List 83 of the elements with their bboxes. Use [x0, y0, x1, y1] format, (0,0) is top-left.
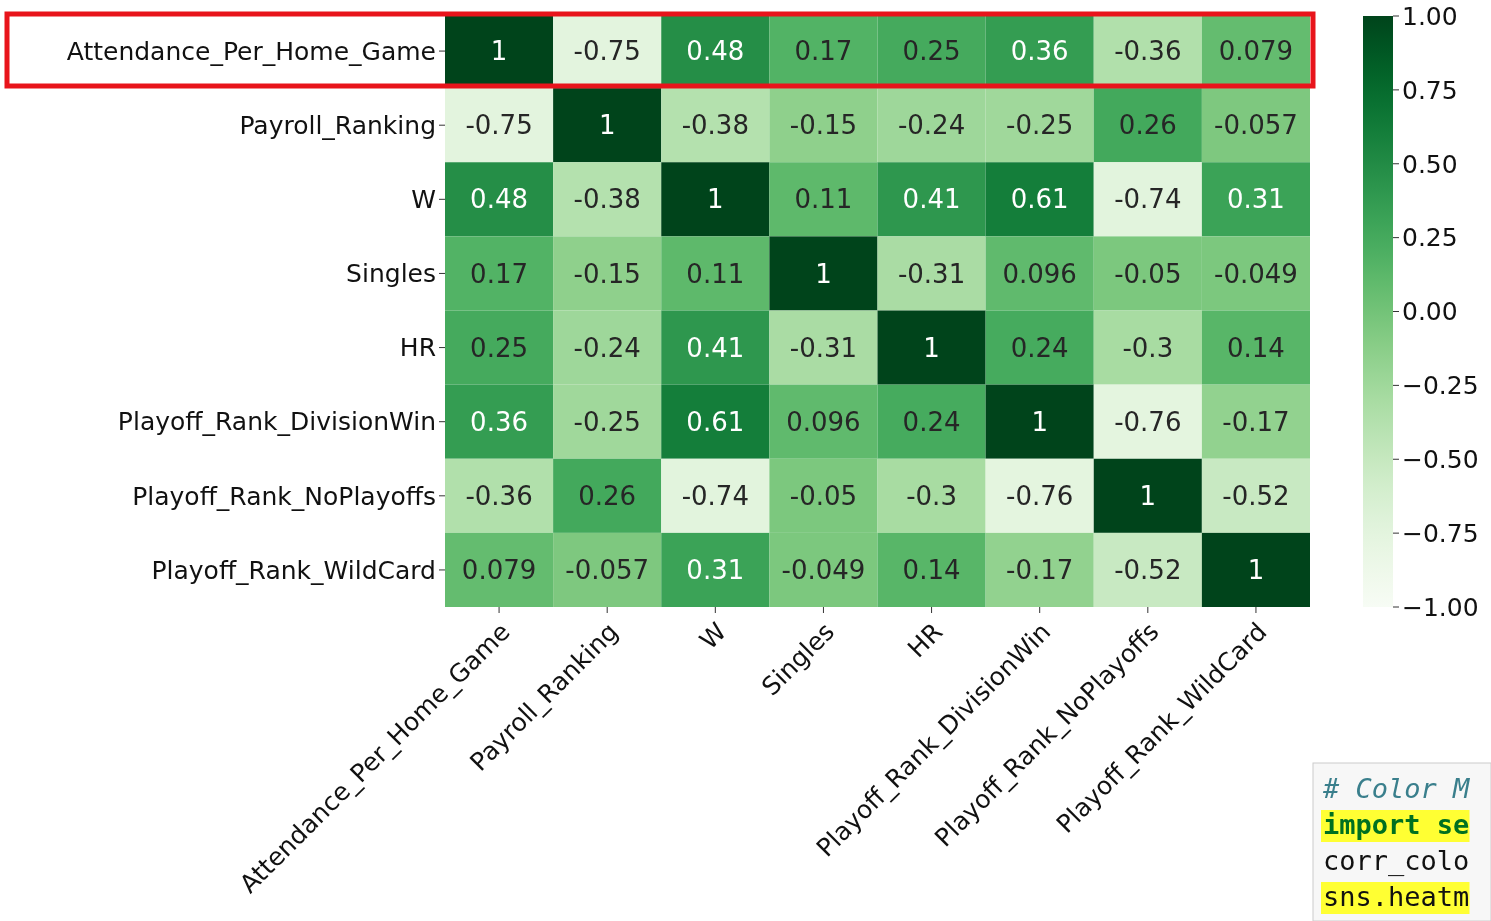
data-label: 0.36	[470, 406, 529, 437]
data-label: 0.096	[786, 406, 861, 437]
x-tick-label: W	[693, 617, 732, 656]
data-label: 0.41	[686, 332, 745, 363]
data-label: 0.11	[686, 258, 745, 289]
y-tick-label: W	[411, 185, 436, 215]
code-box: # Color M import se corr_colo sns.heatm	[1312, 762, 1491, 921]
data-label: -0.05	[1114, 258, 1182, 289]
data-label: 0.17	[794, 36, 853, 67]
data-label: -0.3	[1122, 332, 1174, 363]
data-label: 1	[598, 110, 616, 141]
data-label: -0.3	[906, 480, 957, 511]
color-bar-label: 1.00	[1402, 1, 1458, 31]
data-label: -0.74	[1114, 184, 1182, 215]
data-label: -0.36	[1114, 36, 1182, 67]
data-label: -0.74	[681, 480, 749, 511]
data-label: 0.25	[470, 332, 529, 363]
data-label: -0.52	[1114, 555, 1182, 586]
data-label: -0.25	[1006, 110, 1074, 141]
data-label: -0.24	[573, 332, 641, 363]
data-label: -0.25	[573, 406, 641, 437]
data-label: 0.096	[1002, 258, 1077, 289]
data-label: 1	[707, 184, 724, 215]
data-label: -0.38	[573, 184, 641, 215]
data-label: -0.36	[465, 480, 533, 511]
data-label: 0.61	[1010, 184, 1069, 215]
color-bar-label: −0.50	[1402, 445, 1479, 474]
data-label: 1	[1139, 480, 1157, 511]
y-tick-label: Singles	[346, 259, 436, 289]
data-label: 0.14	[902, 555, 961, 586]
y-tick-label: Playoff_Rank_WildCard	[151, 555, 436, 585]
data-label: 0.17	[470, 258, 529, 289]
data-label: -0.049	[781, 555, 866, 586]
data-label: 1	[490, 36, 508, 67]
data-label: -0.38	[681, 110, 749, 141]
data-label: 1	[815, 258, 832, 289]
data-label: -0.75	[465, 110, 533, 141]
y-tick-label: Attendance_Per_Home_Game	[66, 36, 436, 66]
data-label: 1	[923, 332, 940, 363]
color-bar-label: −0.75	[1402, 518, 1479, 548]
color-bar-label: −0.25	[1402, 371, 1479, 401]
data-label: -0.049	[1214, 258, 1298, 289]
data-label: 1	[1031, 406, 1048, 437]
data-label: 0.41	[902, 184, 961, 215]
data-label: 0.31	[686, 555, 745, 586]
data-label: 0.25	[902, 36, 961, 67]
y-tick-label: HR	[399, 333, 436, 363]
y-tick-label: Playoff_Rank_DivisionWin	[117, 407, 436, 437]
data-label: -0.75	[573, 36, 641, 67]
data-label: 0.36	[1010, 36, 1069, 67]
data-label: 0.31	[1226, 184, 1285, 215]
data-label: -0.057	[1214, 110, 1298, 141]
data-label: 0.24	[1010, 332, 1069, 363]
color-bar-label: 0.75	[1402, 75, 1458, 105]
data-label: -0.76	[1006, 480, 1074, 511]
data-label: 0.61	[686, 406, 745, 437]
data-label: -0.76	[1114, 406, 1182, 437]
data-label: -0.31	[789, 332, 858, 363]
color-bar-label: 0.25	[1402, 223, 1458, 253]
data-label: -0.24	[897, 110, 966, 141]
data-label: 0.48	[470, 184, 529, 215]
color-bar-label: −1.00	[1402, 592, 1479, 622]
data-label: 0.26	[578, 480, 637, 511]
data-label: -0.17	[1006, 555, 1074, 586]
data-label: -0.15	[789, 110, 858, 141]
data-label: 0.079	[1218, 36, 1294, 67]
data-label: 0.079	[461, 555, 537, 586]
data-label: -0.15	[573, 258, 641, 289]
y-tick-label: Payroll_Ranking	[239, 110, 436, 140]
data-label: 1	[1247, 555, 1265, 586]
data-label: 0.14	[1226, 332, 1285, 363]
data-label: 0.11	[794, 184, 853, 215]
color-bar-label: 0.00	[1402, 297, 1458, 327]
data-label: -0.05	[789, 480, 858, 511]
y-tick-label: Playoff_Rank_NoPlayoffs	[132, 481, 436, 511]
data-label: -0.17	[1222, 406, 1290, 437]
data-label: 0.24	[902, 406, 961, 437]
color-bar-label: 0.50	[1402, 149, 1458, 179]
data-label: -0.52	[1222, 480, 1290, 511]
data-label: -0.057	[565, 555, 650, 586]
data-label: -0.31	[897, 258, 966, 289]
data-label: 0.48	[686, 36, 745, 67]
data-label: 0.26	[1118, 110, 1177, 141]
